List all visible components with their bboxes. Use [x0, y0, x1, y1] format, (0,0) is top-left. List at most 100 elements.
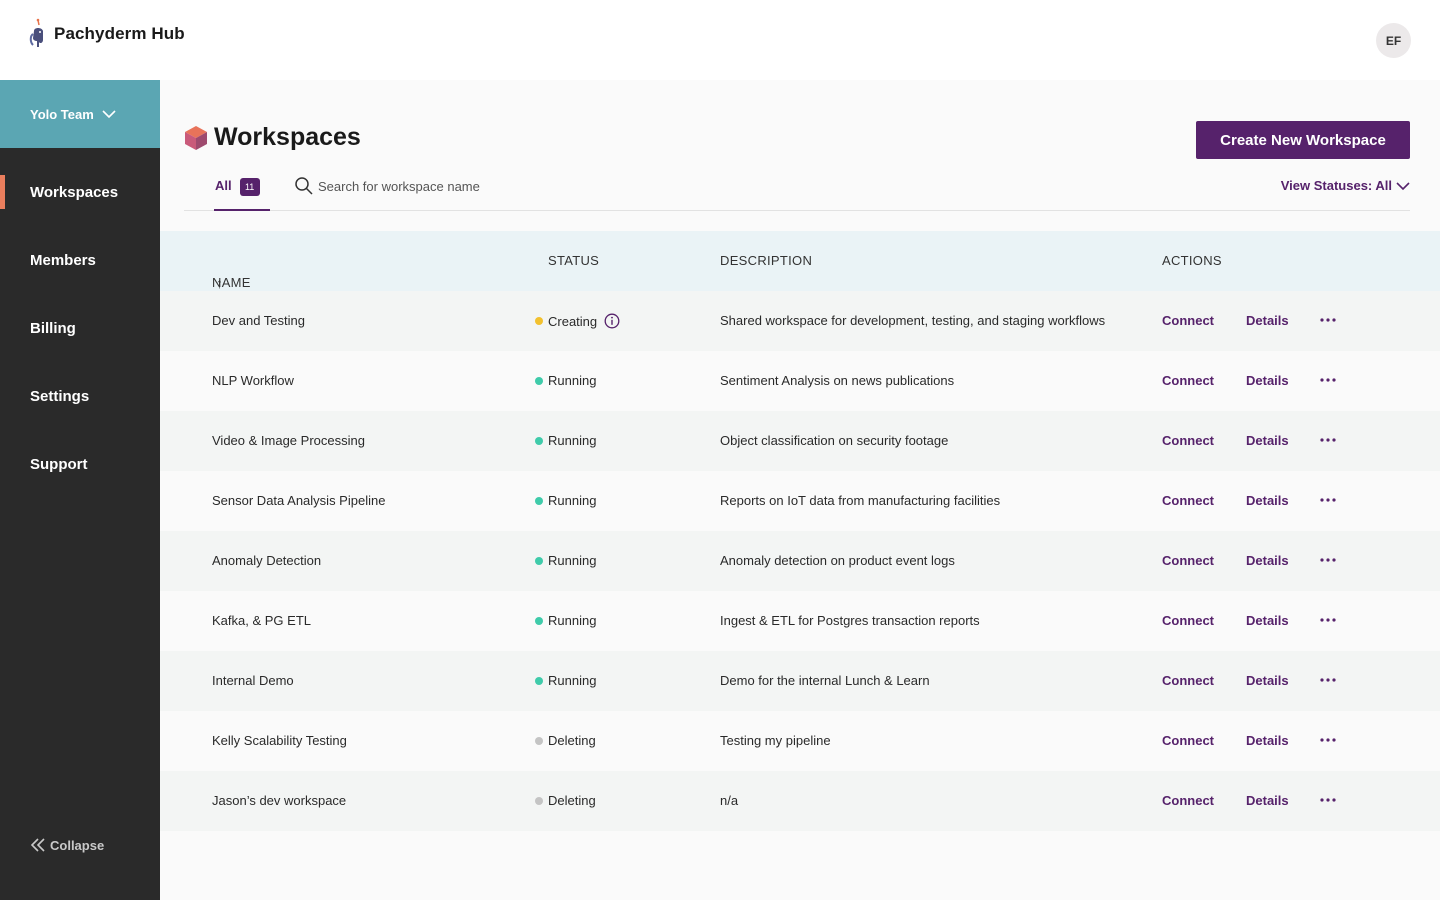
- view-statuses-label: View Statuses: All: [1280, 178, 1392, 193]
- team-selector[interactable]: Yolo Team: [0, 80, 160, 148]
- connect-link[interactable]: Connect: [1162, 313, 1214, 328]
- user-avatar[interactable]: EF: [1376, 23, 1411, 58]
- connect-link[interactable]: Connect: [1162, 493, 1214, 508]
- app-name: Pachyderm Hub: [54, 24, 185, 43]
- status-text: Running: [548, 673, 597, 688]
- more-options-icon[interactable]: [1320, 550, 1336, 570]
- workspace-name: Sensor Data Analysis Pipeline: [212, 493, 386, 508]
- table-row: Video & Image Processing Running Object cl…: [160, 411, 1440, 471]
- workspace-name: Dev and Testing: [212, 313, 305, 328]
- workspace-description: Ingest & ETL for Postgres transaction re…: [720, 613, 980, 628]
- ellipsis-icon: [1320, 498, 1336, 502]
- search-icon: [295, 177, 313, 195]
- column-label: NAME: [212, 275, 251, 290]
- workspace-name: Jason’s dev workspace: [212, 793, 347, 808]
- connect-link[interactable]: Connect: [1162, 733, 1214, 748]
- details-link[interactable]: Details: [1246, 793, 1289, 808]
- column-description-header: DESCRIPTION: [720, 253, 813, 268]
- table-row: Kafka, & PG ETL Running Ingest & ETL for P…: [160, 591, 1440, 651]
- ellipsis-icon: [1320, 378, 1336, 382]
- connect-link[interactable]: Connect: [1162, 793, 1214, 808]
- collapse-button[interactable]: Collapse: [30, 837, 104, 853]
- more-options-icon[interactable]: [1320, 730, 1336, 750]
- sidebar-item-support[interactable]: Support: [0, 447, 160, 481]
- chevron-down-icon: [102, 110, 116, 119]
- connect-link[interactable]: Connect: [1162, 613, 1214, 628]
- status-dot-icon: [535, 376, 543, 385]
- status-text: Running: [548, 373, 597, 388]
- status-badge: Running: [535, 673, 596, 688]
- status-text: Creating: [548, 313, 598, 329]
- workspace-name: Video & Image Processing: [212, 433, 365, 448]
- status-dot-icon: [535, 796, 543, 805]
- table-header: NAME ↑ STATUS DESCRIPTION ACTIONS: [160, 231, 1440, 291]
- info-icon[interactable]: [604, 313, 620, 329]
- details-link[interactable]: Details: [1246, 733, 1289, 748]
- status-text: Running: [548, 553, 597, 568]
- workspace-description: Shared workspace for development, testin…: [720, 313, 1106, 328]
- status-text: Deleting: [548, 793, 596, 808]
- more-options-icon[interactable]: [1320, 370, 1336, 390]
- status-dot-icon: [535, 317, 543, 325]
- workspace-description: Anomaly detection on product event logs: [720, 553, 955, 568]
- details-link[interactable]: Details: [1246, 313, 1289, 328]
- details-link[interactable]: Details: [1246, 553, 1289, 568]
- table-row: Anomaly Detection Running Anomaly detectio…: [160, 531, 1440, 591]
- sidebar-item-settings[interactable]: Settings: [0, 379, 160, 413]
- workspace-name: Anomaly Detection: [212, 553, 322, 568]
- details-link[interactable]: Details: [1246, 673, 1289, 688]
- status-badge: Running: [535, 433, 596, 448]
- tab-all-label: All: [215, 178, 232, 193]
- details-link[interactable]: Details: [1246, 433, 1289, 448]
- table-row: Kelly Scalability Testing Deleting Testing…: [160, 711, 1440, 771]
- more-options-icon[interactable]: [1320, 430, 1336, 450]
- top-bar: Pachyderm Hub EF: [0, 0, 1440, 80]
- workspace-description: Sentiment Analysis on news publications: [720, 373, 955, 388]
- workspace-description: Reports on IoT data from manufacturing f…: [720, 493, 1001, 508]
- status-dot-icon: [535, 436, 543, 445]
- table-row: Jason’s dev workspace Deleting n/a Connect D…: [160, 771, 1440, 831]
- count-badge: 11: [239, 178, 260, 196]
- status-text: Deleting: [548, 733, 596, 748]
- chevron-down-icon: [1396, 181, 1410, 190]
- workspace-name: Kelly Scalability Testing: [212, 733, 347, 748]
- more-options-icon[interactable]: [1320, 490, 1336, 510]
- ellipsis-icon: [1320, 558, 1336, 562]
- status-dot-icon: [535, 676, 543, 685]
- view-statuses-dropdown[interactable]: View Statuses: All: [1281, 178, 1410, 193]
- details-link[interactable]: Details: [1246, 373, 1289, 388]
- sidebar-item-label: Members: [30, 251, 96, 269]
- more-options-icon[interactable]: [1320, 790, 1336, 810]
- sidebar-item-billing[interactable]: Billing: [0, 311, 160, 345]
- connect-link[interactable]: Connect: [1162, 433, 1214, 448]
- column-actions-header: ACTIONS: [1162, 253, 1222, 268]
- page-title: Workspaces: [184, 123, 361, 152]
- more-options-icon[interactable]: [1320, 670, 1336, 690]
- workspace-description: n/a: [720, 793, 739, 808]
- status-text: Running: [548, 493, 597, 508]
- ellipsis-icon: [1320, 738, 1336, 742]
- status-badge: Running: [535, 553, 596, 568]
- app-logo[interactable]: Pachyderm Hub: [28, 18, 185, 50]
- search-input[interactable]: [318, 178, 538, 194]
- column-status-header: STATUS: [548, 253, 600, 268]
- team-name: Yolo Team: [30, 106, 94, 122]
- details-link[interactable]: Details: [1246, 613, 1289, 628]
- sort-ascending-icon: ↑: [216, 275, 224, 291]
- connect-link[interactable]: Connect: [1162, 673, 1214, 688]
- sidebar-item-members[interactable]: Members: [0, 243, 160, 277]
- connect-link[interactable]: Connect: [1162, 373, 1214, 388]
- details-link[interactable]: Details: [1246, 493, 1289, 508]
- create-workspace-button[interactable]: Create New Workspace: [1196, 121, 1410, 159]
- ellipsis-icon: [1320, 678, 1336, 682]
- sidebar-item-workspaces[interactable]: Workspaces: [0, 175, 160, 209]
- connect-link[interactable]: Connect: [1162, 553, 1214, 568]
- collapse-label: Collapse: [50, 837, 105, 853]
- tab-all[interactable]: All 11: [214, 174, 270, 211]
- workspace-description: Object classification on security footag…: [720, 433, 949, 448]
- more-options-icon[interactable]: [1320, 310, 1336, 330]
- more-options-icon[interactable]: [1320, 610, 1336, 630]
- sidebar-item-label: Support: [30, 455, 88, 473]
- status-badge: Deleting: [535, 793, 596, 808]
- ellipsis-icon: [1320, 318, 1336, 322]
